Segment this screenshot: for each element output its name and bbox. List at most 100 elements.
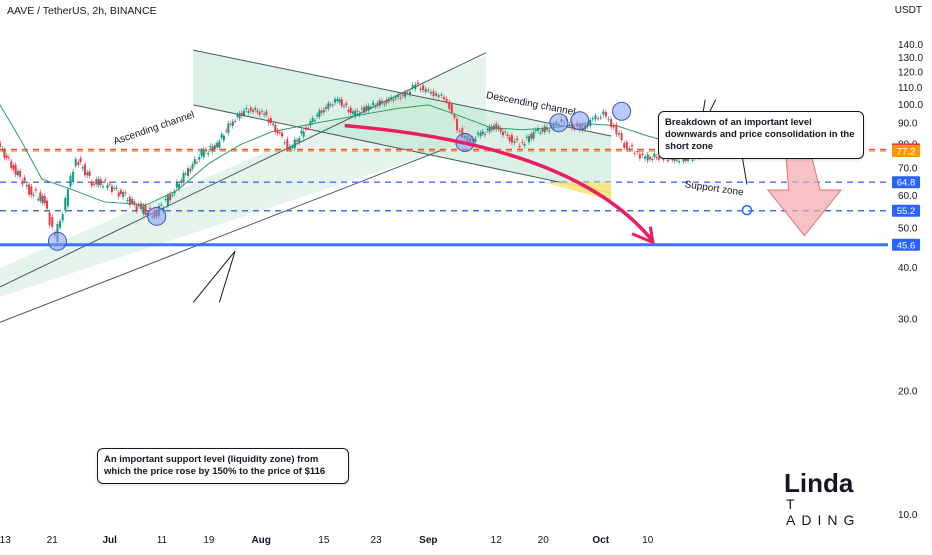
candle-body bbox=[204, 149, 207, 152]
brand-logo: Linda T ADING bbox=[762, 468, 872, 528]
x-tick-label: 10 bbox=[642, 535, 654, 546]
candle-body bbox=[32, 194, 35, 196]
candle-body bbox=[180, 180, 183, 183]
candle-body bbox=[119, 190, 122, 195]
ascending-channel-bottom bbox=[0, 148, 445, 323]
candle-body bbox=[90, 181, 93, 186]
candle-body bbox=[211, 146, 214, 151]
candle-body bbox=[497, 126, 500, 129]
support-zone-label: Support zone bbox=[684, 179, 745, 198]
candle-body bbox=[283, 142, 286, 144]
candle-body bbox=[148, 207, 151, 209]
candle-body bbox=[166, 195, 169, 206]
candle-body bbox=[479, 132, 482, 137]
candle-body bbox=[243, 110, 246, 116]
candle-body bbox=[124, 192, 127, 194]
candle-body bbox=[16, 171, 19, 176]
candle-body bbox=[545, 127, 548, 130]
candle-body bbox=[276, 130, 279, 134]
y-tick-label: 110.0 bbox=[898, 83, 923, 94]
candle-body bbox=[424, 88, 427, 93]
candle-body bbox=[334, 99, 337, 103]
candle-body bbox=[445, 98, 448, 102]
candle-body bbox=[358, 113, 361, 115]
candle-body bbox=[218, 141, 221, 148]
candle-body bbox=[99, 179, 102, 186]
candle-body bbox=[126, 200, 129, 202]
candle-body bbox=[548, 130, 551, 132]
candle-body bbox=[521, 141, 524, 143]
candle-body bbox=[510, 134, 513, 143]
candle-body bbox=[86, 172, 89, 176]
candle-body bbox=[293, 139, 296, 149]
y-tick-label: 60.0 bbox=[898, 191, 918, 202]
candle-body bbox=[607, 118, 610, 120]
candle-body bbox=[387, 98, 390, 102]
candle-body bbox=[347, 109, 350, 112]
candle-body bbox=[481, 131, 484, 134]
candle-body bbox=[135, 205, 138, 211]
candle-body bbox=[513, 141, 516, 143]
candle-body bbox=[251, 109, 254, 112]
candle-body bbox=[313, 120, 316, 122]
candle-body bbox=[97, 178, 100, 186]
candle-body bbox=[175, 181, 178, 188]
candle-body bbox=[3, 149, 6, 158]
candle-body bbox=[363, 107, 366, 113]
candle-body bbox=[202, 149, 205, 158]
x-tick-label: Jul bbox=[102, 535, 117, 546]
candle-body bbox=[249, 107, 252, 111]
candle-body bbox=[278, 132, 281, 134]
candle-body bbox=[617, 133, 620, 135]
candle-body bbox=[23, 177, 26, 181]
candle-body bbox=[623, 143, 626, 148]
candle-body bbox=[401, 94, 404, 96]
candle-body bbox=[171, 195, 174, 197]
x-tick-label: Sep bbox=[419, 535, 437, 546]
candle-body bbox=[316, 114, 319, 117]
candle-body bbox=[543, 126, 546, 133]
y-tick-label: 50.0 bbox=[898, 223, 918, 234]
symbol-title: AAVE / TetherUS, 2h, BINANCE bbox=[7, 5, 157, 17]
candle-body bbox=[612, 125, 615, 128]
candle-body bbox=[653, 153, 656, 158]
candle-body bbox=[406, 92, 409, 94]
pivot-marker bbox=[549, 113, 569, 133]
candle-body bbox=[666, 159, 669, 161]
candle-body bbox=[207, 152, 210, 155]
level-label: 77.2 bbox=[897, 147, 916, 158]
candle-body bbox=[95, 179, 98, 185]
candle-body bbox=[381, 100, 384, 103]
candle-body bbox=[106, 185, 109, 189]
candle-body bbox=[225, 130, 228, 132]
level-badge bbox=[892, 204, 920, 217]
candle-body bbox=[291, 146, 294, 148]
note-breakdown: Breakdown of an important level downward… bbox=[658, 111, 864, 159]
level-label: 64.8 bbox=[897, 178, 916, 189]
currency-label: USDT bbox=[894, 5, 922, 16]
candle-body bbox=[427, 90, 430, 92]
logo-line2: T ADING bbox=[786, 496, 861, 528]
candle-body bbox=[5, 155, 8, 158]
candle-body bbox=[492, 125, 495, 130]
candle-body bbox=[392, 99, 395, 101]
candle-body bbox=[541, 128, 544, 132]
candle-body bbox=[453, 114, 456, 118]
candle-body bbox=[354, 110, 357, 117]
candle-body bbox=[504, 131, 507, 133]
candle-body bbox=[682, 156, 685, 162]
candle-body bbox=[19, 170, 22, 177]
support-zone-fill bbox=[543, 182, 612, 201]
downtrend-arrowhead bbox=[631, 226, 655, 245]
candle-body bbox=[518, 145, 521, 148]
candle-body bbox=[64, 197, 67, 211]
candle-body bbox=[191, 164, 194, 169]
candle-body bbox=[486, 128, 489, 131]
candle-body bbox=[302, 131, 305, 137]
candle-body bbox=[385, 100, 388, 104]
candle-body bbox=[295, 140, 298, 142]
candle-body bbox=[372, 102, 375, 106]
candle-body bbox=[238, 113, 241, 119]
level-label: 45.6 bbox=[897, 240, 916, 251]
candle-body bbox=[43, 195, 46, 204]
